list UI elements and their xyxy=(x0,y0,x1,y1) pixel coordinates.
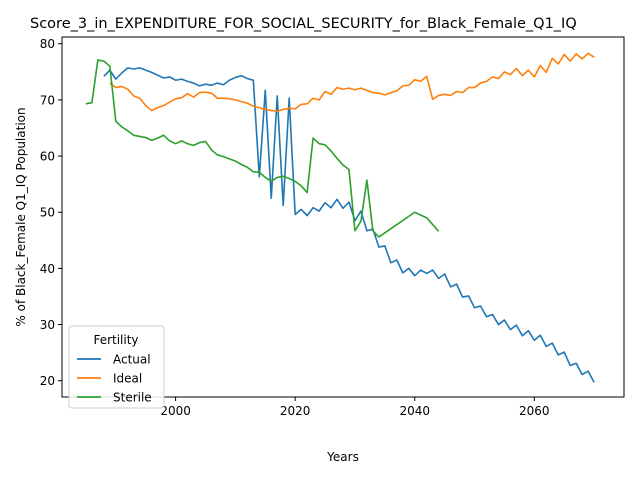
x-tick-label: 2020 xyxy=(280,404,311,418)
y-tick-label: 70 xyxy=(40,93,55,107)
legend: Fertility Actual Ideal Sterile xyxy=(68,325,165,409)
y-axis-label: % of Black_Female Q1_IQ Population xyxy=(14,107,28,326)
series-line-sterile xyxy=(85,59,440,238)
legend-label-actual: Actual xyxy=(113,353,151,367)
axes xyxy=(61,36,625,398)
y-tick-label: 60 xyxy=(40,150,55,164)
series-line-ideal xyxy=(109,52,595,112)
legend-label-ideal: Ideal xyxy=(113,372,142,386)
plot-lines xyxy=(85,52,595,383)
x-tick-label: 2000 xyxy=(160,404,191,418)
y-tick-label: 30 xyxy=(40,318,55,332)
y-tick-label: 80 xyxy=(40,37,55,51)
legend-label-sterile: Sterile xyxy=(113,391,152,405)
y-axis-ticks: 20 30 40 50 60 70 80 xyxy=(40,37,62,388)
plot-frame xyxy=(61,36,625,398)
x-tick-label: 2060 xyxy=(519,404,550,418)
x-tick-label: 2040 xyxy=(399,404,430,418)
legend-title: Fertility xyxy=(93,333,138,347)
y-tick-label: 50 xyxy=(40,206,55,220)
legend-box xyxy=(68,325,165,409)
y-tick-label: 20 xyxy=(40,374,55,388)
series-line-actual xyxy=(103,67,595,383)
y-tick-label: 40 xyxy=(40,262,55,276)
x-axis-label: Years xyxy=(326,450,359,464)
x-axis-ticks: 2000 2020 2040 2060 xyxy=(160,397,550,418)
chart-title: Score_3_in_EXPENDITURE_FOR_SOCIAL_SECURI… xyxy=(30,16,577,32)
